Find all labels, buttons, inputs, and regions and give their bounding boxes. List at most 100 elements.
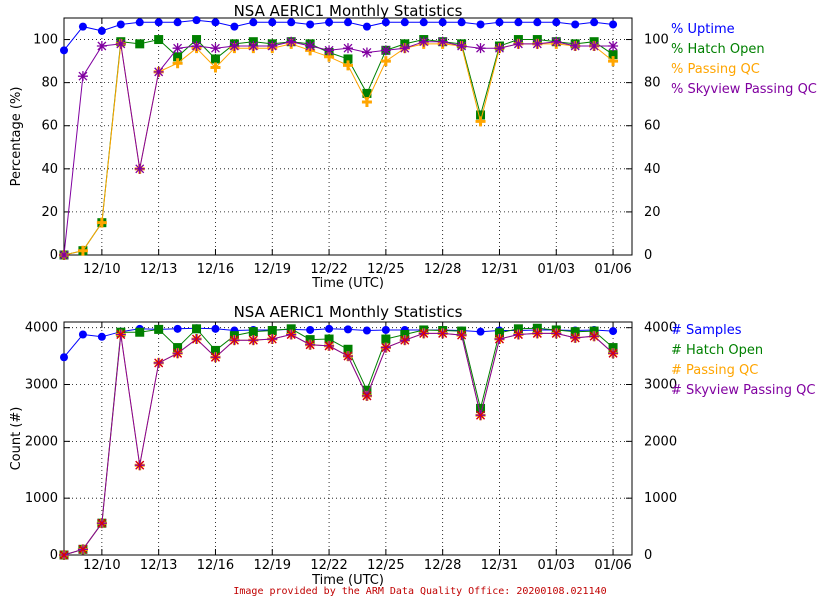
data-point (60, 46, 68, 55)
series-line (63, 332, 614, 556)
data-point (343, 43, 353, 54)
data-point (267, 41, 278, 52)
data-point (154, 324, 164, 334)
legend-entry: % Hatch Open (671, 42, 765, 57)
data-point (153, 66, 164, 77)
data-point (135, 39, 145, 49)
data-point (60, 353, 68, 362)
data-point (173, 324, 182, 333)
data-point (380, 45, 391, 56)
data-point-overlay (305, 340, 315, 350)
data-point (400, 330, 410, 340)
plot-frame (63, 17, 633, 256)
data-point-overlay (513, 330, 523, 339)
data-point (192, 324, 202, 334)
data-point-overlay (135, 460, 145, 470)
series-line (63, 41, 614, 256)
data-point (306, 325, 315, 334)
y-tick-label-right: 80 (644, 76, 661, 91)
data-point (513, 38, 524, 49)
y-tick-label-left: 60 (41, 119, 58, 134)
plot-frame (63, 321, 633, 556)
data-point (96, 41, 107, 52)
data-point-overlay (97, 518, 107, 528)
data-point (77, 71, 88, 82)
data-point-overlay (211, 352, 220, 362)
x-tick-label: 12/10 (83, 558, 120, 573)
x-tick-label: 12/28 (424, 558, 461, 573)
legend-entry: # Skyview Passing QC (671, 383, 815, 398)
y-tick-label-left: 4000 (25, 321, 58, 336)
data-point (210, 345, 220, 355)
x-tick-label: 12/22 (310, 558, 347, 573)
y-tick-label-right: 2000 (644, 434, 677, 449)
data-point (135, 327, 145, 337)
x-tick-label: 12/13 (140, 558, 177, 573)
data-point (173, 18, 182, 27)
data-point (210, 54, 220, 64)
y-tick-label-right: 20 (644, 205, 661, 220)
data-point (249, 18, 258, 27)
chart-panel-2: 12/10 12/13 12/16 12/19 12/22 12/25 12/28 12/31… (9, 303, 815, 588)
series-3 (59, 38, 619, 260)
y-tick-label-left: 100 (33, 33, 58, 48)
data-point (325, 324, 334, 333)
data-point (609, 20, 618, 29)
data-point (324, 334, 334, 344)
y-tick-label-right: 3000 (644, 378, 677, 393)
data-point (97, 332, 106, 341)
series-line (63, 38, 614, 256)
y-tick-label-right: 60 (644, 119, 661, 134)
x-tick-label: 12/13 (140, 262, 177, 277)
x-axis-label: Time (UTC) (311, 573, 384, 588)
series-2 (59, 35, 618, 260)
data-point (362, 385, 372, 395)
data-point (418, 36, 429, 47)
data-point (115, 38, 126, 49)
data-point (268, 18, 277, 27)
data-point (305, 41, 316, 52)
data-point (475, 116, 486, 127)
data-point (362, 22, 371, 31)
data-point-overlay (608, 348, 618, 358)
data-point (513, 324, 523, 334)
data-point (608, 56, 619, 67)
data-point-overlay (532, 328, 542, 338)
data-point-overlay (400, 335, 410, 345)
data-point-overlay (59, 550, 69, 560)
legend-entry: # Hatch Open (671, 343, 763, 358)
data-point (173, 52, 183, 62)
data-point (476, 20, 485, 29)
data-point (305, 335, 315, 345)
data-point (286, 324, 296, 334)
data-point (399, 43, 410, 54)
data-point-overlay (438, 328, 448, 338)
data-point (381, 334, 391, 344)
data-point (608, 50, 618, 60)
data-point (306, 20, 315, 29)
legend-entry: # Passing QC (671, 363, 758, 378)
y-tick-label-left: 40 (41, 162, 58, 177)
series-4 (59, 36, 619, 260)
x-tick-label: 12/22 (310, 262, 347, 277)
data-point-overlay (343, 351, 353, 361)
data-point (287, 18, 296, 27)
series-line (63, 332, 614, 556)
data-point-overlay (286, 330, 296, 339)
x-tick-label: 01/06 (594, 558, 631, 573)
data-point (552, 18, 561, 27)
data-point (551, 36, 562, 47)
data-point-overlay (116, 330, 126, 339)
data-point (344, 18, 352, 27)
data-point-overlay (324, 341, 334, 351)
data-point (325, 18, 334, 27)
data-point (154, 35, 164, 45)
data-point-overlay (381, 343, 391, 353)
y-tick-label-left: 0 (50, 248, 58, 263)
data-point (286, 36, 297, 47)
footer-credit: Image provided by the ARM Data Quality O… (233, 586, 607, 597)
data-point-overlay (457, 330, 467, 340)
data-point (267, 326, 277, 336)
data-point (97, 26, 106, 35)
data-point-overlay (495, 334, 504, 344)
